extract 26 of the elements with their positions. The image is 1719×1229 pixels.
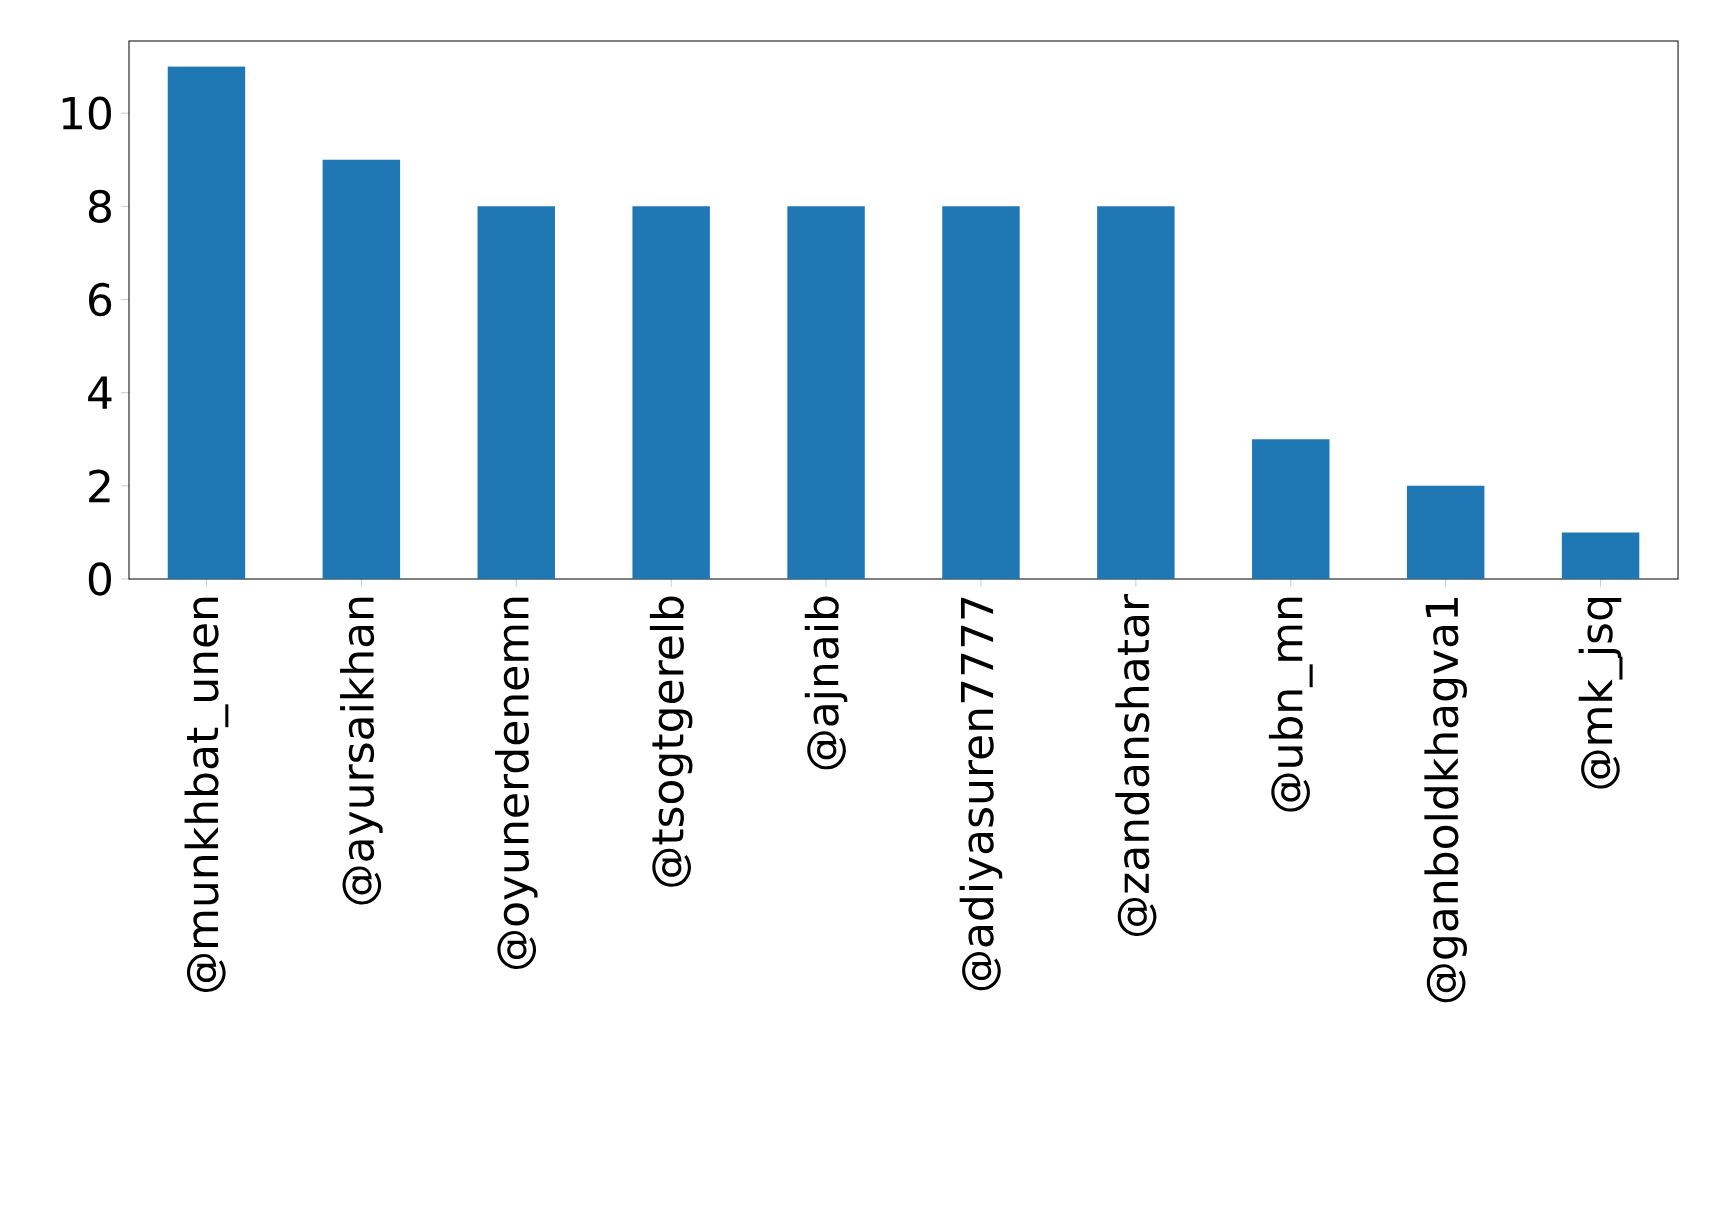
x-tick-label: @ubn_mn: [1268, 597, 1313, 812]
x-tick-label: @ayursaikhan: [340, 597, 383, 905]
y-tick-label: 10: [62, 96, 111, 130]
bar: [632, 206, 710, 579]
y-tick-label: 4: [88, 376, 112, 409]
y-tick-label: 2: [89, 469, 110, 503]
x-tick-label: @ganboldkhagva1: [1424, 598, 1467, 1003]
bar: [1561, 532, 1640, 579]
bar: [787, 206, 865, 579]
x-tick-label: @tsogtgerelb: [649, 596, 693, 887]
y-tick-label: 6: [89, 282, 112, 317]
y-tick-label: 8: [88, 189, 111, 223]
bar: [1406, 485, 1485, 579]
bar: [477, 206, 555, 579]
bar: [167, 66, 246, 579]
x-tick-label: @mk_jsq: [1578, 598, 1623, 789]
x-tick-label: @adiyasuren7777: [959, 597, 1003, 991]
x-tick-label: @oyunerdenemn: [494, 597, 538, 969]
bar: [1252, 439, 1330, 579]
bar: [322, 159, 401, 579]
bar: [942, 206, 1020, 579]
x-tick-label: @munkhbat_unen: [184, 597, 229, 993]
bar: [1097, 206, 1175, 579]
x-tick-label: @ajnaib: [804, 596, 848, 770]
x-tick-label: @zandanshatar: [1115, 593, 1157, 936]
y-tick-label: 0: [88, 562, 111, 596]
